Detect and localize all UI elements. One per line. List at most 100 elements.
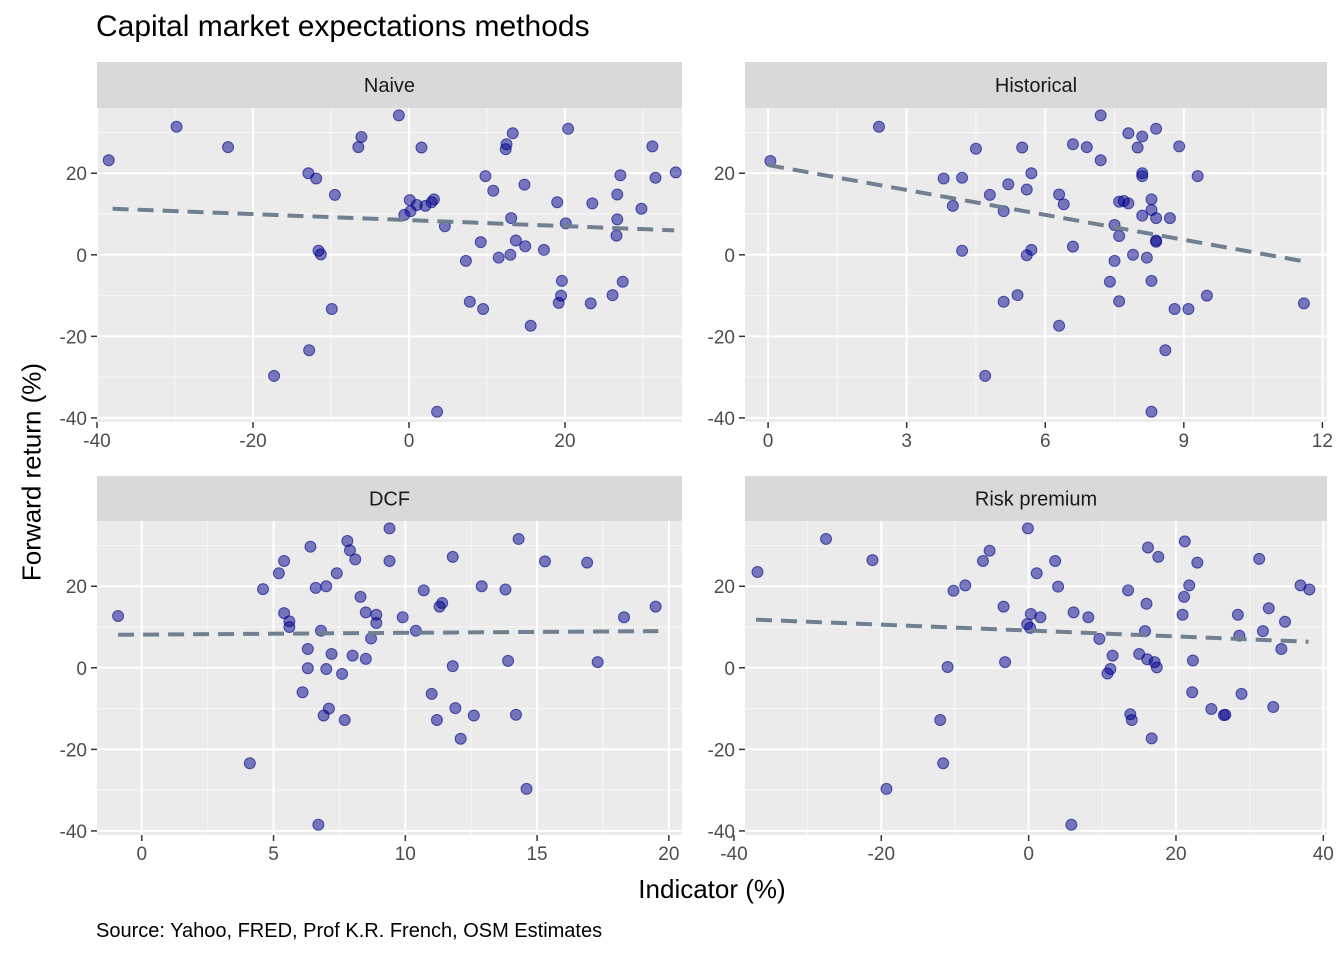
x-tick-label: 12 [1312, 431, 1333, 452]
data-point [257, 583, 270, 596]
x-tick-label: 20 [1165, 844, 1186, 865]
data-point [459, 254, 472, 267]
data-point [1052, 580, 1065, 593]
data-point [1253, 552, 1266, 565]
y-tick-label: 0 [724, 246, 735, 267]
data-point [320, 580, 333, 593]
panel-naive: Naive -40 -20 0 20 -40 -20 0 20 [60, 62, 682, 452]
data-point [330, 567, 343, 580]
data-point [431, 405, 444, 418]
data-point [355, 130, 368, 143]
data-point [1183, 579, 1196, 592]
data-point [969, 142, 982, 155]
data-point [343, 544, 356, 557]
data-point [1231, 608, 1244, 621]
data-point [1122, 584, 1135, 597]
data-point [649, 600, 662, 613]
data-point [1131, 141, 1144, 154]
facet-strip-label: Historical [995, 75, 1077, 97]
data-point [555, 274, 568, 287]
data-point [1067, 606, 1080, 619]
data-point [934, 714, 947, 727]
data-point [474, 236, 487, 249]
data-point [1093, 632, 1106, 645]
facet-strip [745, 476, 1327, 521]
data-point [866, 554, 879, 567]
data-point [1152, 550, 1165, 563]
data-point [492, 251, 505, 264]
data-point [1057, 198, 1070, 211]
data-point [979, 369, 992, 382]
data-point [436, 596, 449, 609]
data-point [475, 580, 488, 593]
data-point [1106, 649, 1119, 662]
data-point [463, 295, 476, 308]
data-point [1080, 141, 1093, 154]
x-tick-label: 40 [1313, 844, 1334, 865]
data-point [336, 667, 349, 680]
data-point [1178, 590, 1191, 603]
x-tick-label: 0 [763, 431, 774, 452]
data-point [614, 169, 627, 182]
data-point [509, 708, 522, 721]
data-point [520, 782, 533, 795]
data-point [591, 656, 604, 669]
data-point [1191, 556, 1204, 569]
data-point [555, 289, 568, 302]
data-point [505, 212, 518, 225]
data-point [1150, 122, 1163, 135]
data-point [1034, 611, 1047, 624]
data-point [449, 702, 462, 715]
y-tick-label: 20 [714, 577, 735, 598]
data-point [325, 303, 338, 316]
data-point [956, 171, 969, 184]
data-point [1186, 654, 1199, 667]
data-point [1279, 615, 1292, 628]
data-point [427, 193, 440, 206]
data-point [538, 555, 551, 568]
data-point [1186, 686, 1199, 699]
data-point [415, 141, 428, 154]
data-point [1191, 170, 1204, 183]
facet-strip [97, 62, 682, 108]
data-point [1094, 109, 1107, 122]
data-point [1122, 127, 1135, 140]
data-point [872, 120, 885, 133]
data-point [1127, 248, 1139, 261]
data-point [338, 714, 351, 727]
data-point [669, 166, 682, 179]
x-tick-label: -20 [868, 844, 895, 865]
data-point [268, 369, 281, 382]
data-point [610, 229, 623, 242]
data-point [1297, 297, 1310, 310]
y-tick-label: -20 [60, 740, 87, 761]
data-point [1125, 714, 1138, 727]
data-point [1205, 702, 1218, 715]
data-point [502, 654, 515, 667]
data-point [618, 611, 631, 624]
data-point [312, 818, 325, 831]
data-point [1053, 319, 1066, 332]
panel-background [97, 521, 682, 835]
y-tick-label: 0 [76, 246, 87, 267]
y-tick-label: -20 [60, 327, 87, 348]
data-point [1025, 243, 1038, 256]
data-point [1030, 567, 1043, 580]
data-point [1150, 235, 1163, 248]
data-point [1303, 583, 1316, 596]
data-point [1053, 188, 1066, 201]
data-point [751, 565, 764, 578]
data-point [222, 141, 235, 154]
data-point [296, 686, 309, 699]
x-tick-label: -20 [239, 431, 266, 452]
data-point [352, 141, 365, 154]
data-point [504, 248, 517, 261]
data-point [509, 234, 522, 247]
data-point [430, 714, 443, 727]
x-tick-label: 20 [554, 431, 575, 452]
data-point [1065, 818, 1078, 831]
panel-background [745, 108, 1327, 422]
data-point [467, 709, 480, 722]
